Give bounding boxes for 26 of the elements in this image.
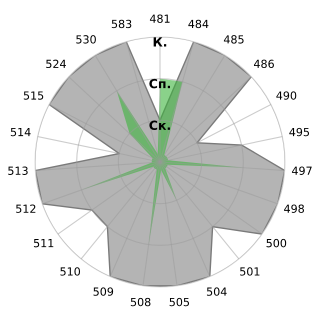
spoke-label: 481 bbox=[150, 14, 170, 23]
spoke-label: 524 bbox=[46, 60, 66, 68]
spoke-label: 530 bbox=[76, 35, 96, 44]
spoke-label: 510 bbox=[60, 267, 80, 276]
spoke-label: 500 bbox=[266, 238, 286, 248]
spoke-label: 505 bbox=[170, 298, 190, 306]
spoke-label: 486 bbox=[254, 60, 274, 68]
spoke-label: 504 bbox=[206, 287, 227, 296]
spoke-label: 515 bbox=[24, 91, 44, 100]
y-tick-label: Ск. bbox=[149, 120, 170, 130]
spoke-label: 511 bbox=[34, 239, 54, 248]
spoke-label: 514 bbox=[10, 128, 31, 136]
spoke-label: 509 bbox=[94, 287, 114, 296]
spoke-label: 497 bbox=[292, 166, 312, 175]
y-tick-label: К. bbox=[154, 37, 166, 46]
spoke-label: 484 bbox=[188, 20, 208, 28]
spoke-label: 513 bbox=[8, 166, 28, 175]
spoke-label: 583 bbox=[112, 20, 132, 28]
y-tick-label: Сп. bbox=[149, 78, 170, 88]
spoke-label: 512 bbox=[16, 204, 36, 213]
spoke-label: 485 bbox=[224, 35, 244, 44]
spoke-label: 501 bbox=[240, 267, 260, 276]
spoke-label: 508 bbox=[130, 298, 150, 306]
spoke-label: 490 bbox=[276, 91, 296, 100]
spoke-label: 498 bbox=[284, 204, 304, 213]
spoke-label: 495 bbox=[289, 128, 310, 136]
